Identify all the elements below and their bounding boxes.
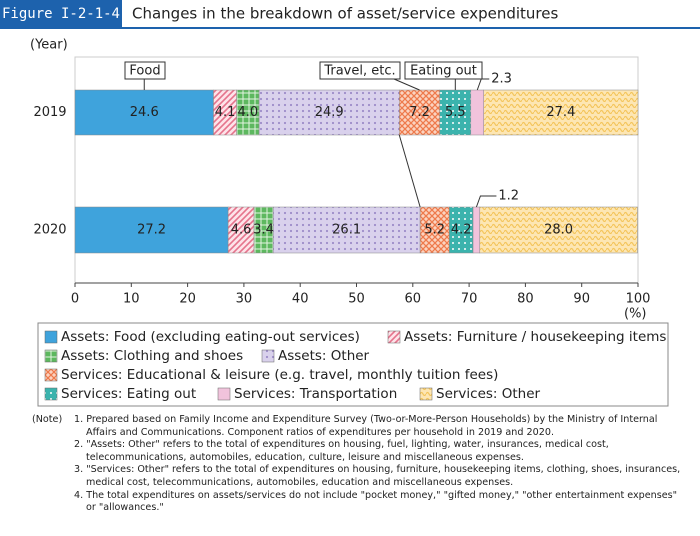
legend-swatch: [44, 368, 58, 382]
value-label: 4.2: [451, 223, 472, 238]
note: 3. "Services: Other" refers to the total…: [74, 464, 681, 488]
annotation: Travel, etc.: [323, 64, 395, 79]
annotation-box: [319, 61, 401, 80]
bar-segment: [479, 206, 638, 254]
value-label: 7.2: [409, 105, 430, 120]
y-tick-label: 2019: [33, 105, 66, 120]
note: 4. The total expenditures on assets/serv…: [74, 489, 678, 514]
x-axis-label: (%): [624, 307, 647, 322]
value-label: 5.2: [424, 223, 445, 238]
legend-label: Services: Transportation: [234, 386, 397, 402]
bar-segment: [272, 206, 421, 254]
legend-label: Services: Educational & leisure (e.g. tr…: [61, 367, 498, 383]
value-label: 24.6: [130, 105, 159, 120]
bar-segment: [483, 89, 639, 136]
x-tick-label: 80: [517, 292, 534, 307]
bar-segment: [74, 206, 229, 254]
legend-label: Services: Eating out: [61, 386, 196, 402]
legend-swatch: [387, 330, 401, 344]
legend-swatch: [419, 387, 433, 401]
value-label: 4.6: [231, 223, 252, 238]
annotation: Eating out: [410, 64, 477, 79]
x-tick-label: 100: [626, 292, 651, 307]
bar-segment: [470, 89, 484, 136]
value-label: 2.3: [491, 72, 512, 87]
y-tick-label: 2020: [33, 223, 66, 238]
annotation-line: [393, 78, 420, 91]
value-label: 1.2: [498, 189, 519, 204]
bar-segment: [419, 206, 450, 254]
value-label: 4.0: [237, 105, 258, 120]
x-tick-label: 20: [179, 292, 196, 307]
bar-segment: [74, 89, 214, 136]
figure-label-box: [0, 0, 122, 27]
notes-label: (Note): [32, 414, 63, 425]
legend-label: Assets: Clothing and shoes: [61, 348, 243, 364]
x-tick-label: 30: [236, 292, 253, 307]
bar-segment: [399, 89, 441, 136]
value-label: 3.4: [253, 223, 274, 238]
value-label: 24.9: [315, 105, 344, 120]
x-tick-label: 50: [348, 292, 365, 307]
legend-box: [37, 322, 669, 407]
note: 2. "Assets: Other" refers to the total o…: [74, 439, 609, 463]
y-axis-label: (Year): [30, 38, 68, 53]
value-label: 5.5: [445, 105, 466, 120]
value-label: 27.4: [546, 105, 575, 120]
value-label: 27.2: [137, 223, 166, 238]
legend-swatch: [44, 330, 58, 344]
value-label: 26.1: [332, 223, 361, 238]
x-tick-label: 0: [71, 292, 79, 307]
figure-label: Figure I-2-1-4: [2, 6, 120, 22]
bar-segment: [258, 89, 400, 136]
chart: Figure I-2-1-4 Changes in the breakdown …: [0, 0, 700, 407]
x-tick-label: 70: [461, 292, 478, 307]
legend-swatch: [217, 387, 231, 401]
x-tick-label: 10: [123, 292, 140, 307]
legend-swatch: [261, 349, 275, 363]
legend-label: Assets: Food (excluding eating-out servi…: [61, 329, 360, 345]
x-tick-label: 90: [573, 292, 590, 307]
value-label: 4.1: [215, 105, 236, 120]
bar-segment: [439, 89, 472, 136]
legend-label: Assets: Other: [278, 348, 370, 364]
annotation-box: [124, 61, 166, 80]
chart-title: Changes in the breakdown of asset/servic…: [132, 5, 558, 23]
connector-line: [398, 134, 421, 208]
leader-line: [476, 78, 490, 91]
annotation: Food: [129, 64, 160, 79]
legend-swatch: [44, 387, 58, 401]
value-label: 28.0: [544, 223, 573, 238]
bar-segment: [227, 206, 255, 254]
annotation-box: [404, 61, 483, 80]
note: 1. Prepared based on Family Income and E…: [74, 414, 658, 438]
leader-line: [475, 195, 497, 208]
legend-swatch: [44, 349, 58, 363]
legend-label: Assets: Furniture / housekeeping items: [404, 329, 666, 345]
x-tick-label: 40: [292, 292, 309, 307]
x-tick-label: 60: [405, 292, 422, 307]
legend-label: Services: Other: [436, 386, 541, 402]
notes: (Note) 1. Prepared based on Family Incom…: [32, 414, 682, 515]
bar-segment: [472, 206, 481, 254]
